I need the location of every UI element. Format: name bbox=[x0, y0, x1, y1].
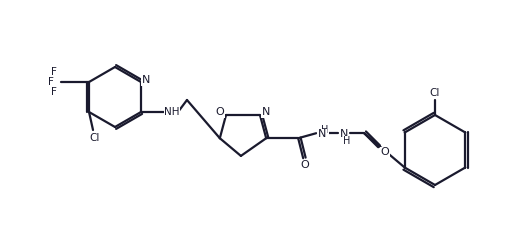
Text: F: F bbox=[48, 77, 54, 87]
Text: N: N bbox=[318, 129, 326, 139]
Text: N: N bbox=[142, 75, 150, 85]
Text: O: O bbox=[216, 107, 225, 117]
Text: F: F bbox=[51, 87, 57, 97]
Text: F: F bbox=[51, 67, 57, 77]
Text: O: O bbox=[381, 147, 390, 157]
Text: O: O bbox=[301, 160, 309, 170]
Text: N: N bbox=[340, 129, 348, 139]
Text: H: H bbox=[321, 125, 329, 135]
Text: N: N bbox=[262, 107, 270, 117]
Text: Cl: Cl bbox=[90, 133, 100, 143]
Text: Cl: Cl bbox=[430, 88, 440, 98]
Text: NH: NH bbox=[164, 107, 180, 117]
Text: H: H bbox=[343, 136, 351, 146]
